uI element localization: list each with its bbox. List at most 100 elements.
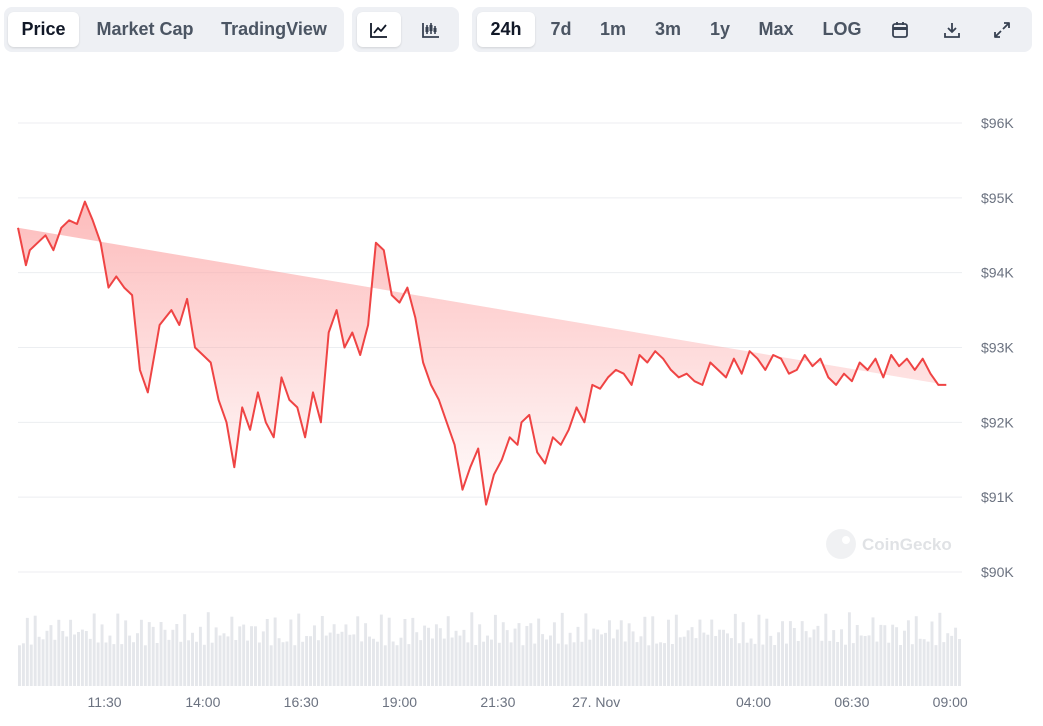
volume-bar	[242, 624, 246, 686]
x-tick-label: 19:00	[382, 694, 417, 710]
range-max[interactable]: Max	[758, 19, 794, 39]
x-tick-label: 21:30	[480, 694, 515, 710]
volume-bar	[584, 613, 588, 686]
y-tick-label: $94K	[981, 265, 1014, 281]
volume-bar	[560, 612, 564, 686]
volume-bar	[895, 627, 899, 686]
volume-bar	[667, 619, 670, 686]
volume-bar	[486, 635, 489, 686]
volume-bar	[289, 619, 293, 686]
volume-bars	[18, 612, 961, 686]
volume-bar	[785, 643, 788, 686]
volume-bar	[647, 645, 651, 686]
volume-bar	[309, 636, 312, 686]
volume-bar	[851, 643, 855, 686]
volume-bar	[124, 620, 128, 686]
download-icon[interactable]	[930, 12, 974, 47]
volume-bar	[257, 642, 261, 686]
price-chart[interactable]: $96K$95K$94K$93K$92K$91K$90K 11:30 14:00 1…	[0, 60, 1043, 726]
tab-price[interactable]: Price	[8, 12, 79, 47]
volume-bar	[104, 642, 108, 686]
line-chart-icon[interactable]	[357, 12, 401, 47]
volume-bar	[136, 633, 139, 686]
range-7d[interactable]: 7d	[550, 19, 572, 39]
volume-bar	[623, 641, 627, 686]
volume-bar	[265, 619, 269, 686]
volume-bar	[324, 635, 328, 686]
volume-bar	[254, 626, 257, 686]
volume-bar	[694, 638, 698, 686]
volume-bar	[655, 643, 659, 686]
range-3m[interactable]: 3m	[654, 19, 681, 39]
volume-bar	[175, 624, 179, 686]
volume-bar	[497, 642, 501, 686]
volume-bar	[438, 628, 442, 686]
volume-bar	[399, 637, 403, 686]
volume-bar	[899, 645, 902, 686]
volume-bar	[820, 640, 824, 686]
x-tick-label: 16:30	[284, 694, 319, 710]
volume-bar	[863, 636, 867, 686]
volume-bar	[906, 620, 910, 686]
volume-bar	[466, 642, 470, 686]
volume-bar	[96, 642, 100, 686]
volume-bar	[352, 634, 356, 686]
volume-bar	[549, 635, 552, 686]
range-24h[interactable]: 24h	[477, 12, 535, 47]
volume-bar	[147, 622, 151, 686]
range-1y[interactable]: 1y	[709, 19, 731, 39]
volume-bar	[745, 642, 749, 686]
volume-bar	[918, 638, 922, 686]
volume-bar	[938, 612, 942, 686]
volume-bar	[871, 617, 875, 686]
volume-bar	[698, 619, 702, 686]
expand-icon[interactable]	[980, 12, 1024, 47]
volume-bar	[29, 644, 33, 686]
volume-bar	[195, 641, 198, 686]
volume-bar	[348, 634, 352, 686]
volume-bar	[855, 625, 859, 686]
volume-bar	[458, 635, 462, 686]
volume-bar	[403, 619, 407, 686]
volume-bar	[415, 632, 419, 686]
volume-bar	[419, 640, 423, 686]
tab-tradingview[interactable]: TradingView	[221, 19, 327, 39]
volume-bar	[942, 642, 946, 686]
range-group: 24h 7d 1m 3m 1y Max LOG	[472, 7, 1032, 52]
tab-market-cap[interactable]: Market Cap	[96, 19, 194, 39]
volume-bar	[273, 617, 277, 686]
volume-bar	[836, 642, 840, 686]
volume-bar	[356, 616, 360, 686]
volume-bar	[930, 621, 934, 686]
y-tick-label: $93K	[981, 340, 1014, 356]
volume-bar	[57, 619, 61, 686]
x-tick-label: 27. Nov	[572, 694, 620, 710]
volume-bar	[112, 644, 116, 686]
volume-bar	[883, 625, 887, 686]
volume-bar	[517, 623, 521, 686]
volume-bar	[533, 643, 537, 686]
volume-bar	[100, 624, 104, 686]
volume-bar	[360, 641, 364, 686]
volume-bar	[474, 645, 478, 686]
volume-bar	[564, 644, 568, 686]
calendar-icon[interactable]	[878, 12, 922, 47]
range-log[interactable]: LOG	[822, 19, 862, 39]
range-1m[interactable]: 1m	[599, 19, 626, 39]
candlestick-chart-icon[interactable]	[409, 12, 453, 47]
volume-bar	[600, 634, 604, 686]
volume-bar	[773, 645, 777, 686]
volume-bar	[202, 644, 206, 686]
volume-bar	[391, 641, 395, 686]
volume-bar	[261, 631, 265, 686]
volume-bar	[132, 642, 135, 686]
volume-bar	[651, 616, 655, 686]
volume-bar	[840, 629, 843, 686]
volume-bar	[269, 645, 273, 686]
volume-bar	[65, 636, 69, 686]
volume-bar	[733, 613, 737, 686]
volume-bar	[572, 642, 576, 686]
volume-bar	[336, 633, 340, 686]
volume-bar	[800, 621, 804, 686]
volume-bar	[741, 622, 745, 686]
